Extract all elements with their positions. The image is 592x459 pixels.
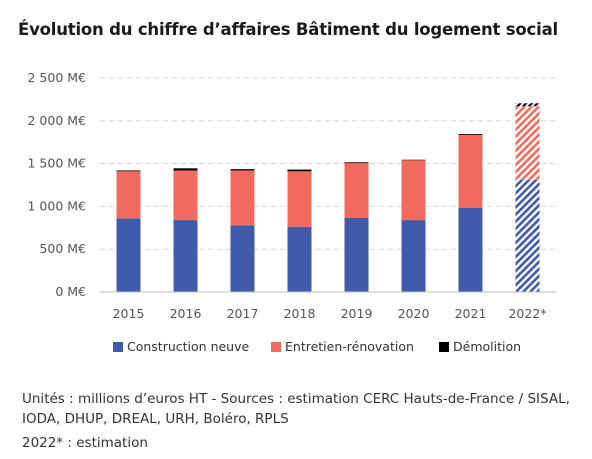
bar-construction-neuve [116,218,141,292]
x-tick-label: 2020 [398,306,430,321]
footnotes: Unités : millions d’euros HT - Sources :… [22,389,582,453]
bar-entretien-renovation-estimated [515,106,540,180]
y-tick-label: 1 000 M€ [28,198,87,213]
bars [116,103,540,292]
legend-label: Construction neuve [127,339,249,354]
source-note: Unités : millions d’euros HT - Sources :… [22,391,570,427]
chart-title: Évolution du chiffre d’affaires Bâtiment… [18,20,558,39]
legend-label: Entretien-rénovation [285,339,414,354]
bar-demolition-estimated [515,103,540,107]
legend-label: Démolition [453,339,521,354]
x-tick-label: 2018 [284,306,316,321]
bar-construction-neuve [173,220,198,292]
x-tick-label: 2019 [341,306,373,321]
legend: Construction neuve Entretien-rénovation Dé… [113,339,521,354]
bar-construction-neuve [287,226,312,292]
bar-construction-neuve [401,220,426,292]
estimate-note: 2022* : estimation [22,435,148,451]
x-tick-label: 2022* [508,306,546,321]
y-tick-label: 2 000 M€ [28,113,87,128]
bar-entretien-renovation [458,134,483,208]
y-tick-label: 0 M€ [55,284,86,299]
legend-swatch [113,342,123,352]
bar-entretien-renovation [116,171,141,219]
x-axis: 2015 2016 2017 2018 2019 2020 2021 2022* [100,291,556,321]
gridlines [100,77,556,250]
bar-demolition [458,134,483,135]
bar-demolition [230,169,255,171]
bar-entretien-renovation [230,170,255,226]
y-tick-label: 2 500 M€ [28,70,87,85]
y-tick-label: 1 500 M€ [28,156,87,171]
y-tick-label: 500 M€ [39,241,86,256]
bar-demolition [287,169,312,172]
bar-demolition [173,168,198,171]
bar-construction-neuve [344,217,369,292]
x-tick-label: 2021 [455,306,487,321]
bar-entretien-renovation [173,170,198,221]
bar-construction-neuve [230,225,255,292]
bar-demolition [344,162,369,164]
bar-entretien-renovation [344,163,369,218]
bar-demolition [401,159,426,161]
x-tick-label: 2015 [113,306,145,321]
legend-swatch [439,342,449,352]
bar-entretien-renovation [401,160,426,221]
x-tick-label: 2016 [170,306,202,321]
stacked-bar-chart: 0 M€ 500 M€ 1 000 M€ 1 500 M€ 2 000 M€ 2 500 … [28,70,556,354]
bar-entretien-renovation [287,171,312,227]
bar-construction-neuve-estimated [515,179,540,292]
bar-construction-neuve [458,207,483,292]
legend-swatch [271,342,281,352]
x-tick-label: 2017 [227,306,259,321]
y-axis: 0 M€ 500 M€ 1 000 M€ 1 500 M€ 2 000 M€ 2 500 … [28,70,87,299]
bar-demolition [116,170,141,172]
